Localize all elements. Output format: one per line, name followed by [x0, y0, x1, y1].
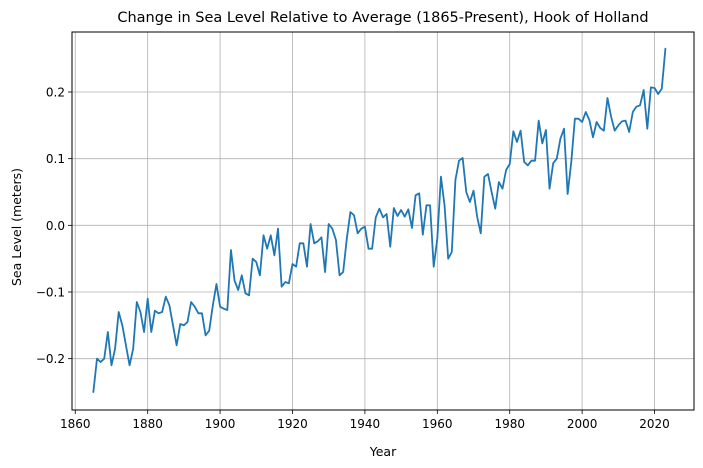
x-tick-label: 1960 — [422, 417, 453, 431]
gridlines — [72, 32, 694, 410]
x-tick-label: 2000 — [567, 417, 598, 431]
y-tick-label: −0.2 — [36, 352, 65, 366]
x-tick-label: 1920 — [277, 417, 308, 431]
x-axis-ticks: 1860 1880 1900 1920 1940 1960 1980 2000 2020 — [60, 410, 670, 431]
x-tick-label: 1860 — [60, 417, 91, 431]
y-axis-ticks: −0.2 −0.1 0.0 0.1 0.2 — [36, 86, 72, 366]
x-tick-label: 1940 — [350, 417, 381, 431]
plot-frame — [71, 31, 695, 411]
x-tick-label: 1900 — [205, 417, 236, 431]
y-tick-label: 0.2 — [46, 86, 65, 100]
chart-title: Change in Sea Level Relative to Average … — [117, 10, 648, 26]
x-tick-label: 1880 — [132, 417, 163, 431]
y-axis-label: Sea Level (meters) — [9, 168, 24, 286]
series-layer — [92, 47, 667, 393]
x-tick-label: 1980 — [494, 417, 525, 431]
y-tick-label: 0.1 — [46, 152, 65, 166]
x-tick-label: 2020 — [639, 417, 670, 431]
y-tick-label: 0.0 — [46, 219, 65, 233]
y-tick-label: −0.1 — [36, 286, 65, 300]
sea-level-series-line — [92, 47, 667, 393]
x-axis-label: Year — [369, 444, 397, 459]
